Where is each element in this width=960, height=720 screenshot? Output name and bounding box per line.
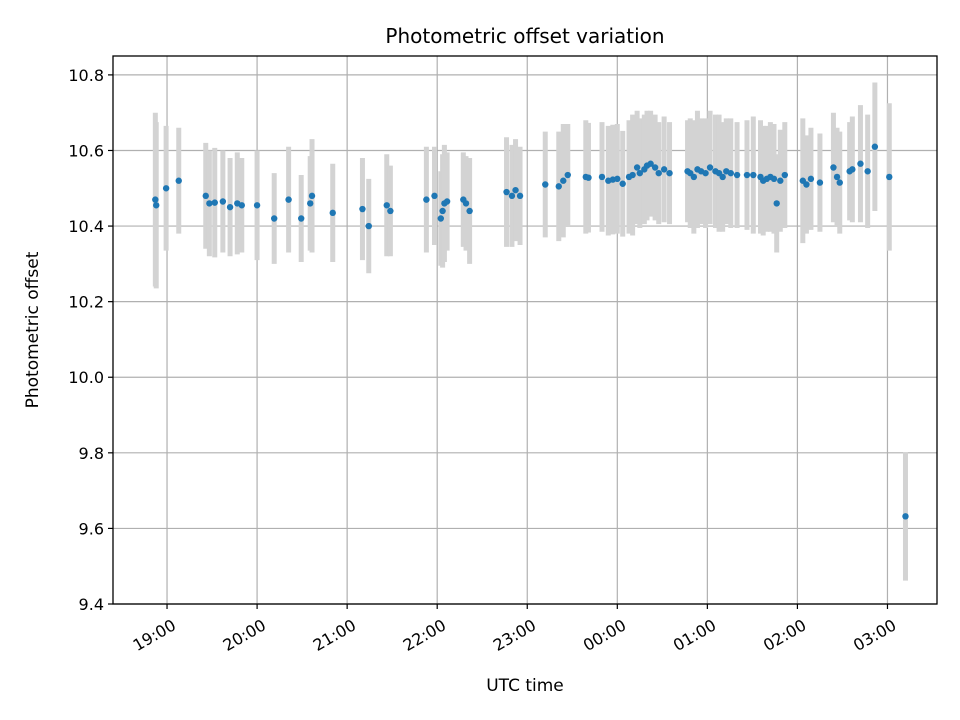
data-point [298,215,305,222]
y-tick-label: 9.8 [79,444,104,463]
data-point [153,202,160,209]
data-point [727,169,734,177]
data-point [387,207,394,215]
data-point [886,173,893,181]
chart-title: Photometric offset variation [385,24,664,48]
data-point [516,192,524,200]
data-point [629,171,636,179]
data-point [770,175,778,183]
x-axis-label: UTC time [486,676,564,696]
y-axis-label: Photometric offset [23,251,43,408]
y-tick-label: 10.4 [68,217,104,236]
data-point [849,166,856,173]
data-point [462,200,470,207]
data-point [512,186,519,194]
data-point [308,192,316,200]
data-point [564,171,571,179]
data-point [585,174,592,181]
data-points [152,143,909,520]
data-point [803,181,810,188]
data-point [560,177,567,184]
data-point [690,173,698,181]
data-point [439,207,446,215]
data-point [702,169,709,177]
data-point [781,171,789,179]
data-point [902,513,909,520]
data-point [555,183,562,190]
y-tick-label: 9.4 [79,595,104,614]
data-point [871,143,879,150]
data-point [619,180,626,187]
data-point [719,173,726,181]
data-point [329,209,336,217]
data-point [307,200,314,207]
data-point [466,207,473,215]
data-point [365,222,372,230]
data-point [383,202,390,209]
data-point [833,173,841,181]
data-point [864,168,871,175]
data-point [508,192,516,200]
data-point [431,192,438,200]
data-point [238,202,245,209]
data-point [777,177,784,184]
data-point [750,171,757,179]
plot-frame [112,55,938,605]
data-point [743,171,751,179]
y-tick-label: 10.0 [68,368,104,387]
data-point [651,164,659,171]
data-point [542,181,549,188]
data-point [443,198,451,205]
data-point [773,200,780,207]
data-point [857,160,864,167]
data-point [285,196,292,203]
data-point [423,196,430,203]
y-tick-label: 10.2 [68,293,104,312]
data-point [162,185,170,192]
y-axis-ticks: 9.4 9.6 9.8 10.0 10.2 10.4 10.6 10.8 [68,66,113,614]
data-point [636,169,644,177]
data-point [211,199,218,206]
data-point [226,203,234,211]
data-point [660,166,668,173]
data-point [836,179,843,186]
data-point [733,171,741,179]
data-point [647,160,654,167]
data-point [816,179,824,186]
y-tick-label: 10.8 [68,66,104,85]
data-point [598,173,606,181]
y-tick-label: 10.6 [68,141,104,160]
data-point [706,164,714,171]
data-point [503,188,510,196]
data-point [830,164,837,171]
data-point [633,164,641,171]
data-point [152,196,159,203]
data-point [614,175,621,183]
data-point [270,215,278,222]
data-point [359,205,366,213]
y-tick-label: 9.6 [79,519,104,538]
data-point [206,200,213,207]
data-point [666,169,673,177]
data-point [202,192,209,200]
data-point [175,177,182,184]
data-point [219,198,227,205]
data-point [807,175,815,183]
data-point [655,169,662,177]
data-point [253,202,261,209]
data-point [437,215,444,222]
